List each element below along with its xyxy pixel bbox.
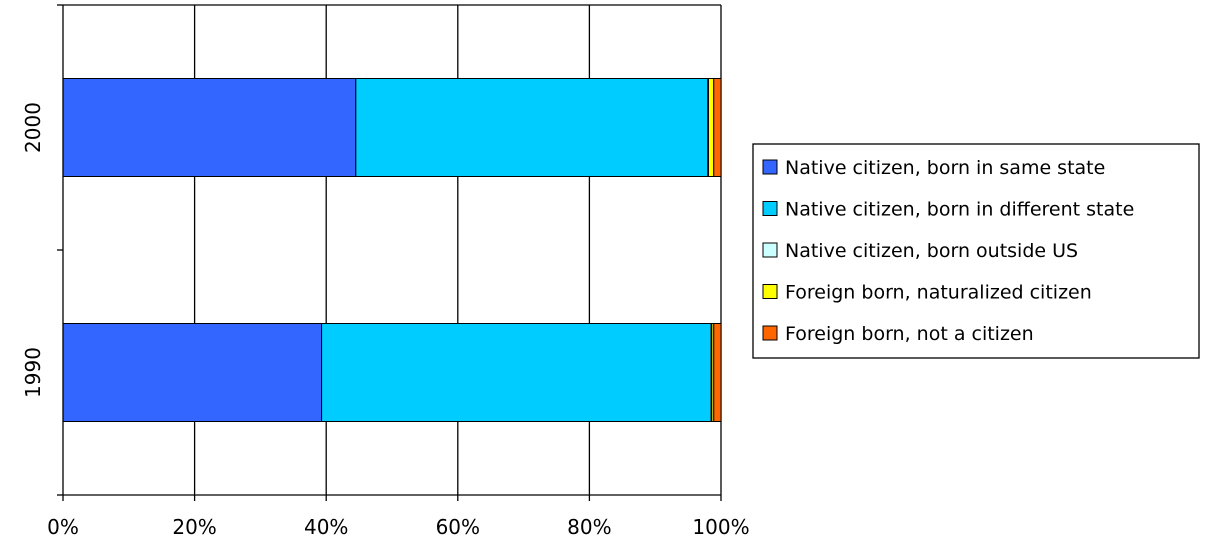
legend-swatch-4 bbox=[762, 325, 778, 341]
legend-label-0: Native citizen, born in same state bbox=[785, 157, 1105, 179]
x-tick-label-1: 20% bbox=[172, 515, 216, 539]
legend-box bbox=[752, 143, 1200, 359]
legend-swatch-3 bbox=[762, 284, 778, 299]
legend-label-3: Foreign born, naturalized citizen bbox=[785, 282, 1092, 304]
x-tick-label-3: 60% bbox=[436, 515, 480, 539]
bar-2000-series-4 bbox=[713, 78, 722, 177]
legend-swatch-0 bbox=[762, 159, 778, 175]
axes: 1990 2000 0% 20% 40% 60% 80% 100% bbox=[21, 4, 750, 539]
category-label-2000: 2000 bbox=[21, 102, 45, 153]
legend-label-4: Foreign born, not a citizen bbox=[785, 323, 1034, 345]
legend-swatch-1 bbox=[762, 201, 778, 216]
x-tick-label-4: 80% bbox=[567, 515, 611, 539]
legend-label-1: Native citizen, born in different state bbox=[785, 199, 1134, 221]
x-tick-label-2: 40% bbox=[304, 515, 348, 539]
bar-2000-series-3 bbox=[707, 78, 715, 177]
bar-1990-series-1 bbox=[321, 323, 712, 422]
bar-1990-series-0 bbox=[62, 323, 323, 422]
bars bbox=[62, 78, 722, 422]
x-tick-label-0: 0% bbox=[47, 515, 79, 539]
bar-2000-series-1 bbox=[355, 78, 709, 177]
bar-2000-series-0 bbox=[62, 78, 357, 177]
legend-label-2: Native citizen, born outside US bbox=[785, 240, 1078, 262]
bar-1990-series-4 bbox=[713, 323, 722, 422]
legend-swatch-2 bbox=[762, 242, 778, 258]
legend: Native citizen, born in same state Native… bbox=[752, 143, 1200, 359]
x-tick-label-5: 100% bbox=[692, 515, 749, 539]
category-label-1990: 1990 bbox=[21, 347, 45, 398]
